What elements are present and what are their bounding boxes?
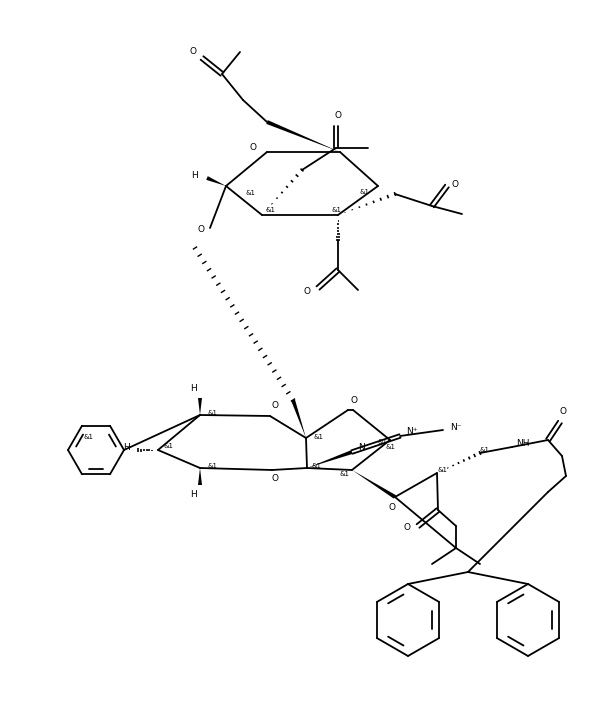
Polygon shape	[291, 399, 306, 438]
Text: NH: NH	[516, 439, 530, 449]
Text: H: H	[191, 170, 198, 180]
Text: &1: &1	[331, 207, 341, 213]
Text: O: O	[452, 180, 459, 189]
Text: O: O	[388, 503, 396, 512]
Text: N⁻: N⁻	[450, 423, 461, 432]
Text: &1: &1	[339, 471, 349, 477]
Text: &1: &1	[360, 189, 370, 195]
Polygon shape	[266, 120, 340, 152]
Text: N: N	[358, 444, 365, 452]
Text: H: H	[190, 384, 197, 393]
Polygon shape	[307, 450, 353, 468]
Text: &1: &1	[207, 410, 217, 416]
Polygon shape	[198, 398, 202, 415]
Polygon shape	[352, 470, 396, 498]
Text: &1: &1	[83, 434, 93, 440]
Text: &1: &1	[207, 463, 217, 469]
Text: &1: &1	[265, 207, 275, 213]
Text: O: O	[350, 396, 358, 405]
Text: O: O	[250, 143, 257, 153]
Polygon shape	[206, 176, 226, 186]
Text: O: O	[272, 474, 279, 483]
Text: O: O	[335, 111, 341, 120]
Text: &1: &1	[437, 467, 447, 473]
Text: &1: &1	[479, 447, 489, 453]
Text: O: O	[189, 48, 196, 57]
Text: O: O	[559, 407, 567, 416]
Text: N⁺: N⁺	[406, 427, 417, 437]
Text: &1: &1	[313, 434, 323, 440]
Text: &1: &1	[385, 444, 395, 450]
Text: &1: &1	[311, 463, 321, 469]
Text: &1: &1	[163, 443, 173, 449]
Text: &1: &1	[377, 439, 387, 445]
Text: O: O	[403, 523, 410, 532]
Text: H: H	[190, 490, 197, 499]
Text: O: O	[272, 401, 279, 410]
Text: H: H	[123, 444, 130, 452]
Text: O: O	[198, 226, 205, 234]
Polygon shape	[198, 468, 202, 485]
Text: O: O	[303, 288, 310, 297]
Text: &1: &1	[245, 190, 255, 196]
